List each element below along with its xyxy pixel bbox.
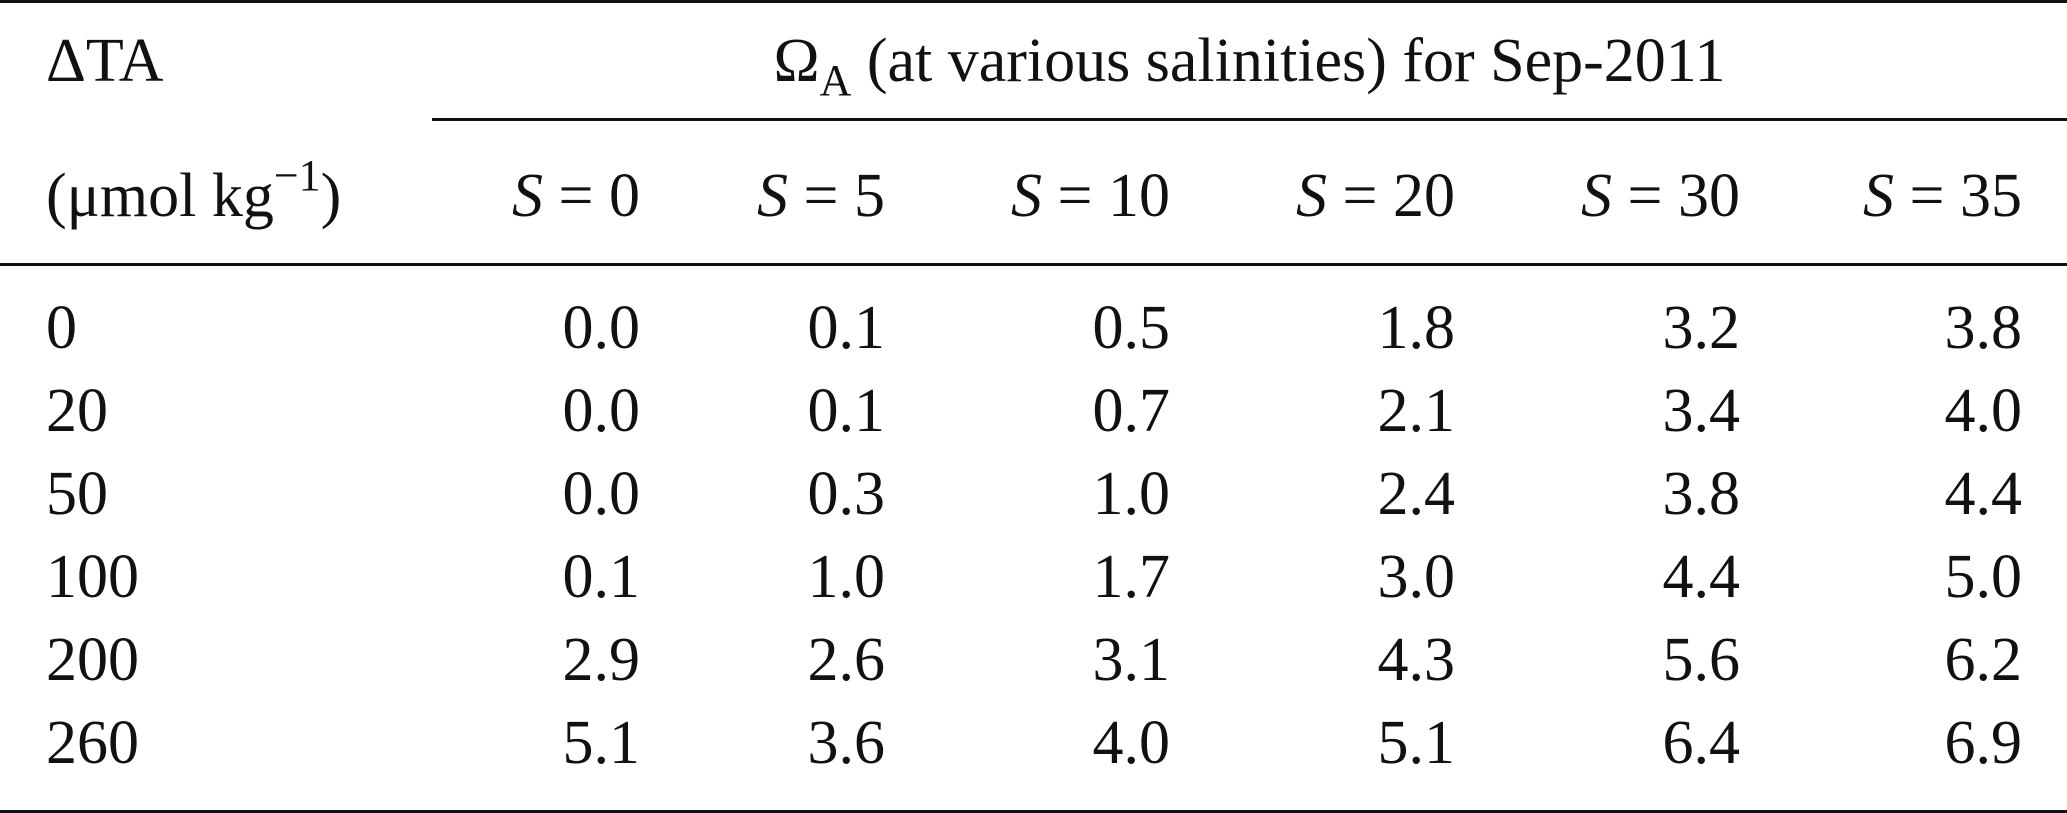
column-header: S = 30 — [1581, 162, 1740, 230]
table-cell: 6.2 — [1944, 626, 2023, 694]
table-cell: 0.0 — [562, 294, 641, 362]
table-top-rule — [0, 0, 2067, 3]
column-header: S = 10 — [1011, 162, 1170, 230]
table-cell: 0.1 — [807, 377, 886, 445]
table-cell: 3.6 — [807, 709, 886, 777]
unit-prefix: (μmol kg — [46, 162, 274, 230]
row-header-unit: (μmol kg−1) — [46, 154, 342, 230]
row-label: 20 — [46, 377, 108, 445]
row-label: 200 — [46, 626, 139, 694]
table-cell: 3.1 — [1092, 626, 1171, 694]
table-cell: 0.5 — [1092, 294, 1171, 362]
table-cell: 3.8 — [1662, 460, 1741, 528]
table-cell: 3.2 — [1662, 294, 1741, 362]
table-cell: 0.1 — [562, 543, 641, 611]
omega-subscript: A — [819, 56, 852, 105]
table-cell: 5.0 — [1944, 543, 2023, 611]
column-header: S = 0 — [512, 162, 640, 230]
table-cell: 3.0 — [1377, 543, 1456, 611]
table-bottom-rule — [0, 810, 2067, 813]
table-cell: 0.1 — [807, 294, 886, 362]
table-cell: 2.1 — [1377, 377, 1456, 445]
table-cell: 2.6 — [807, 626, 886, 694]
table-cell: 5.6 — [1662, 626, 1741, 694]
table-cell: 0.0 — [562, 377, 641, 445]
column-header: S = 20 — [1296, 162, 1455, 230]
column-header: S = 35 — [1863, 162, 2022, 230]
table-cell: 5.1 — [1377, 709, 1456, 777]
table-cell: 6.9 — [1944, 709, 2023, 777]
table-cell: 6.4 — [1662, 709, 1741, 777]
table-cell: 2.4 — [1377, 460, 1456, 528]
table-cell: 3.8 — [1944, 294, 2023, 362]
group-header-text: (at various salinities) for Sep-2011 — [851, 27, 1726, 95]
table-cell: 0.3 — [807, 460, 886, 528]
table-cell: 1.8 — [1377, 294, 1456, 362]
column-header: S = 5 — [757, 162, 885, 230]
table-cell: 4.0 — [1092, 709, 1171, 777]
row-label: 100 — [46, 543, 139, 611]
table-cell: 3.4 — [1662, 377, 1741, 445]
unit-suffix: ) — [320, 162, 342, 230]
group-header-underline — [432, 118, 2067, 121]
table-cell: 1.7 — [1092, 543, 1171, 611]
table-cell: 0.0 — [562, 460, 641, 528]
group-header: ΩA (at various salinities) for Sep-2011 — [432, 27, 2067, 103]
unit-exponent: −1 — [273, 151, 321, 200]
table-cell: 4.3 — [1377, 626, 1456, 694]
table-cell: 4.4 — [1944, 460, 2023, 528]
row-label: 260 — [46, 709, 139, 777]
row-header-label: ΔTA — [46, 27, 164, 95]
table-cell: 1.0 — [1092, 460, 1171, 528]
table-cell: 1.0 — [807, 543, 886, 611]
table-cell: 2.9 — [562, 626, 641, 694]
header-bottom-rule — [0, 263, 2067, 266]
table-cell: 4.4 — [1662, 543, 1741, 611]
omega-symbol: Ω — [773, 27, 820, 95]
table-cell: 4.0 — [1944, 377, 2023, 445]
row-label: 0 — [46, 294, 77, 362]
row-label: 50 — [46, 460, 108, 528]
table-cell: 5.1 — [562, 709, 641, 777]
table-cell: 0.7 — [1092, 377, 1171, 445]
